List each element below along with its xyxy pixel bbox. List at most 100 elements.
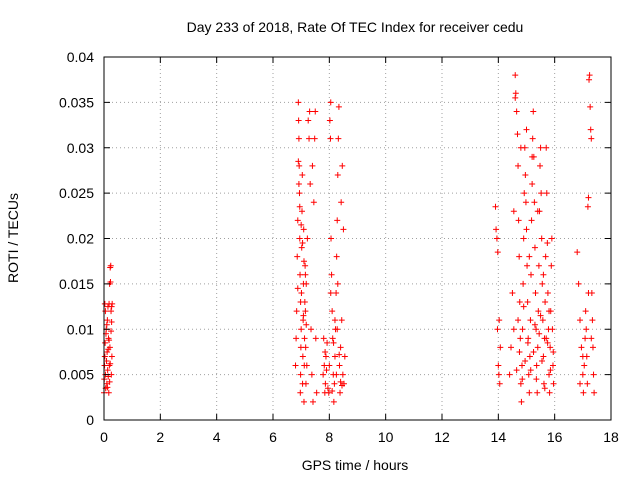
y-tick-label: 0: [86, 412, 94, 428]
x-tick-label: 4: [213, 429, 221, 445]
data-point: [529, 135, 536, 142]
data-point: [297, 371, 304, 378]
data-point: [103, 321, 110, 328]
data-point: [101, 300, 108, 307]
data-point: [334, 171, 341, 178]
data-point: [524, 262, 531, 269]
data-point: [297, 299, 304, 306]
data-point: [589, 344, 596, 351]
y-tick-label: 0.035: [59, 94, 94, 110]
x-tick-label: 10: [378, 429, 394, 445]
data-point: [575, 280, 582, 287]
data-point: [516, 253, 523, 260]
data-point: [524, 299, 531, 306]
data-point: [295, 135, 302, 142]
data-point: [583, 326, 590, 333]
data-point: [305, 117, 312, 124]
data-point: [535, 308, 542, 315]
data-point: [543, 335, 550, 342]
data-point: [519, 326, 526, 333]
data-points: [101, 72, 598, 405]
data-point: [297, 271, 304, 278]
data-point: [512, 94, 519, 101]
data-point: [108, 328, 115, 335]
axis-ticks: 0 2 4 6 8 10 12 14 16 18 0 0.005 0.01 0.015 0.02 0.025 0…: [59, 49, 619, 445]
data-point: [328, 271, 335, 278]
data-point: [540, 271, 547, 278]
data-point: [543, 144, 550, 151]
x-tick-label: 0: [100, 429, 108, 445]
data-point: [526, 353, 533, 360]
data-point: [497, 344, 504, 351]
data-point: [104, 384, 111, 391]
data-point: [521, 190, 528, 197]
data-point: [327, 289, 334, 296]
data-point: [311, 135, 318, 142]
data-point: [306, 108, 313, 115]
data-point: [588, 135, 595, 142]
data-point: [535, 262, 542, 269]
y-tick-label: 0.005: [59, 367, 94, 383]
data-point: [331, 380, 338, 387]
data-point: [104, 348, 111, 355]
data-point: [302, 344, 309, 351]
data-point: [548, 235, 555, 242]
data-point: [550, 380, 557, 387]
data-point: [516, 299, 523, 306]
data-point: [494, 326, 501, 333]
data-point: [542, 299, 549, 306]
data-point: [512, 90, 519, 97]
data-point: [298, 289, 305, 296]
data-point: [334, 326, 341, 333]
data-point: [539, 317, 546, 324]
data-point: [300, 226, 307, 233]
data-point: [328, 235, 335, 242]
data-point: [308, 326, 315, 333]
data-point: [531, 244, 538, 251]
data-point: [494, 249, 501, 256]
data-point: [320, 335, 327, 342]
data-point: [584, 380, 591, 387]
data-point: [533, 376, 540, 383]
data-point: [307, 181, 314, 188]
data-point: [327, 135, 334, 142]
data-point: [308, 371, 315, 378]
data-point: [333, 289, 340, 296]
chart-title: Day 233 of 2018, Rate Of TEC Index for r…: [187, 19, 524, 35]
data-point: [101, 353, 108, 360]
data-point: [295, 117, 302, 124]
data-point: [298, 221, 305, 228]
data-point: [517, 144, 524, 151]
data-point: [546, 371, 553, 378]
data-point: [298, 244, 305, 251]
data-point: [303, 362, 310, 369]
data-point: [515, 217, 522, 224]
data-point: [536, 330, 543, 337]
data-point: [525, 371, 532, 378]
data-point: [546, 308, 553, 315]
data-point: [296, 190, 303, 197]
data-point: [519, 376, 526, 383]
data-point: [333, 371, 340, 378]
data-point: [544, 339, 551, 346]
data-point: [334, 217, 341, 224]
data-point: [321, 362, 328, 369]
data-point: [294, 217, 301, 224]
data-point: [522, 171, 529, 178]
y-tick-label: 0.02: [67, 231, 94, 247]
data-point: [537, 162, 544, 169]
data-point: [510, 208, 517, 215]
data-point: [106, 337, 113, 344]
data-point: [338, 199, 345, 206]
data-point: [108, 318, 115, 325]
data-point: [323, 367, 330, 374]
data-point: [514, 131, 521, 138]
data-point: [537, 144, 544, 151]
data-point: [520, 235, 527, 242]
data-point: [522, 199, 529, 206]
data-point: [528, 271, 535, 278]
data-point: [529, 181, 536, 188]
data-point: [103, 358, 110, 365]
data-point: [518, 398, 525, 405]
